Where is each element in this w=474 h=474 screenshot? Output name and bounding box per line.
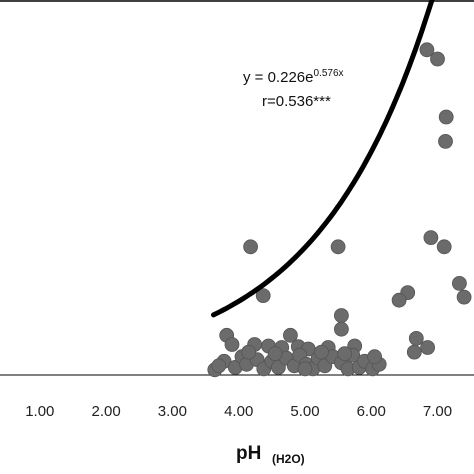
data-point-57 — [337, 346, 353, 362]
data-point-13 — [333, 308, 349, 323]
data-point-16 — [282, 327, 298, 343]
x-axis-title-main: pH — [236, 443, 261, 464]
data-point-58 — [367, 349, 383, 365]
x-tick-label-1: 2.00 — [91, 403, 120, 420]
data-point-11 — [451, 275, 467, 291]
x-tick-label-4: 5.00 — [290, 403, 319, 420]
x-tick-label-5: 6.00 — [357, 403, 386, 420]
data-point-12 — [456, 289, 472, 305]
data-point-53 — [241, 344, 257, 360]
data-point-19 — [224, 337, 240, 352]
equation-label: y = 0.226e0.576x — [243, 68, 344, 86]
data-point-6 — [243, 239, 259, 255]
data-point-1 — [430, 51, 445, 67]
data-point-54 — [267, 346, 283, 362]
data-point-4 — [423, 230, 439, 246]
equation-annotation: y = 0.226e0.576x r=0.536*** — [243, 68, 344, 110]
x-axis-title: pH (H2O) — [236, 443, 305, 466]
x-tick-labels: 1.00 2.00 3.00 4.00 5.00 6.00 7.00 — [25, 403, 452, 420]
x-tick-label-2: 3.00 — [158, 403, 187, 420]
plot-frame — [0, 0, 474, 376]
x-axis-title-subscript: (H2O) — [272, 452, 305, 466]
trend-line — [211, 0, 435, 318]
data-point-14 — [333, 321, 349, 337]
equation-main: y = 0.226e — [243, 69, 313, 86]
data-point-3 — [438, 133, 453, 149]
data-point-52 — [211, 358, 227, 374]
data-point-56 — [314, 344, 329, 360]
data-points — [207, 42, 472, 378]
data-point-8 — [255, 288, 271, 304]
data-point-0 — [419, 42, 435, 58]
data-point-2 — [438, 109, 454, 125]
correlation-label: r=0.536*** — [262, 93, 331, 110]
data-point-55 — [297, 361, 313, 377]
data-point-27 — [406, 344, 422, 360]
data-point-17 — [408, 330, 424, 346]
x-tick-label-6: 7.00 — [423, 403, 452, 420]
data-point-5 — [436, 239, 452, 255]
x-tick-label-3: 4.00 — [224, 403, 253, 420]
equation-exponent: 0.576x — [313, 68, 343, 79]
x-tick-label-0: 1.00 — [25, 403, 54, 420]
data-point-10 — [391, 292, 407, 308]
data-point-7 — [330, 239, 346, 255]
data-point-18 — [420, 340, 436, 355]
